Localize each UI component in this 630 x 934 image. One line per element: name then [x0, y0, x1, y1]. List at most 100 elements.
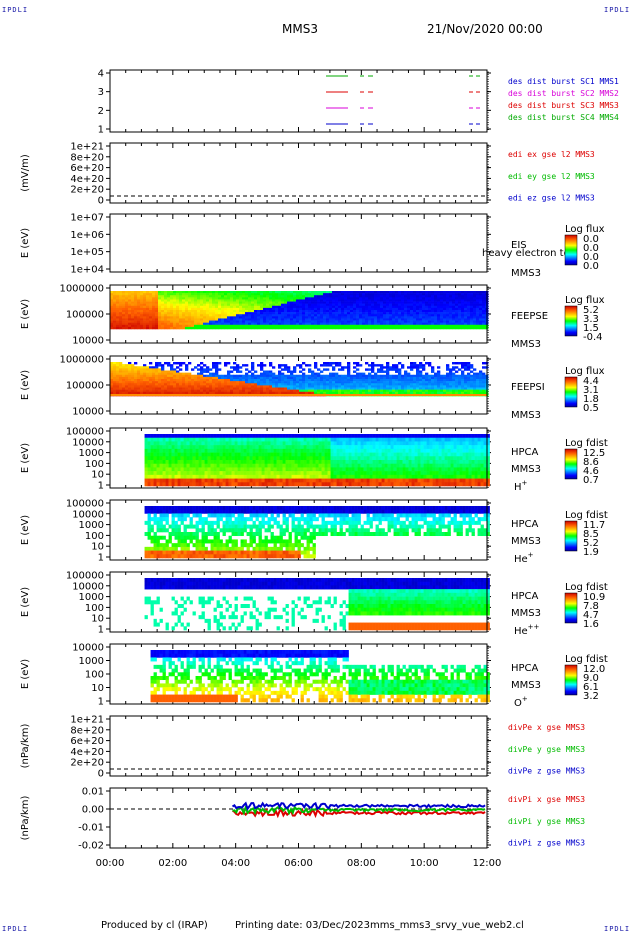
spectrogram-cell [116, 303, 120, 307]
spectrogram-cell [233, 314, 237, 317]
spectrogram-cell [329, 316, 333, 319]
spectrogram-cell [266, 387, 270, 390]
spectrogram-cell [437, 314, 441, 317]
spectrogram-cell [437, 389, 441, 393]
spectrogram-cell [207, 441, 211, 446]
spectrogram-cell [413, 391, 417, 395]
spectrogram-cell [284, 379, 288, 382]
spectrogram-cell [476, 326, 480, 330]
spectrogram-cell [260, 387, 264, 390]
spectrogram-cell [240, 445, 244, 450]
spectrogram-cell [219, 460, 223, 465]
spectrogram-cell [167, 295, 171, 298]
spectrogram-cell [245, 381, 249, 384]
spectrogram-cell [150, 434, 154, 439]
spectrogram-cell [392, 322, 396, 326]
spectrogram-cell [143, 372, 147, 376]
spectrogram-cell [185, 310, 189, 313]
spectrogram-cell [194, 316, 198, 319]
spectrogram-cell [287, 368, 291, 371]
spectrogram-cell [413, 295, 417, 298]
spectrogram-cell [434, 322, 438, 326]
spectrogram-cell [155, 316, 159, 319]
spectrogram-cell [296, 291, 300, 294]
spectrogram-cell [200, 374, 204, 378]
spectrogram-cell [203, 387, 207, 390]
spectrogram-cell [191, 310, 195, 313]
spectrogram-cell [221, 324, 225, 328]
spectrogram-cell [239, 312, 243, 315]
spectrogram-cell [311, 322, 315, 326]
spectrogram-cell [150, 463, 154, 468]
spectrogram-cell [183, 460, 187, 465]
spectrogram-cell [182, 310, 186, 313]
spectrogram-cell [446, 385, 450, 388]
spectrogram-cell [362, 391, 366, 395]
spectrogram-cell [422, 320, 426, 323]
spectrogram-cell [191, 324, 195, 328]
spectrogram-cell [168, 437, 172, 442]
legend-entry: des dist burst SC3 MMS3 [508, 101, 619, 110]
spectrogram-cell [263, 379, 267, 382]
spectrogram-cell [275, 383, 279, 386]
spectrogram-cell [473, 376, 477, 380]
spectrogram-cell [242, 391, 246, 395]
spectrogram-cell [302, 314, 306, 317]
spectrogram-cell [230, 299, 234, 302]
spectrogram-cell [194, 307, 198, 311]
spectrogram-cell [149, 322, 153, 326]
spectrogram-cell [290, 381, 294, 384]
spectrogram-cell [245, 305, 249, 309]
spectrogram-cell [110, 322, 114, 326]
y-tick-label: 1000 [79, 448, 104, 459]
spectrogram-cell [320, 312, 324, 315]
spectrogram-cell [215, 376, 219, 380]
spectrogram-cell [314, 312, 318, 315]
spectrogram-cell [153, 482, 157, 487]
spectrogram-cell [278, 387, 282, 390]
spectrogram-cell [216, 437, 220, 442]
spectrogram-cell [191, 368, 195, 371]
spectrogram-cell [398, 387, 402, 390]
spectrogram-cell [317, 299, 321, 302]
spectrogram-cell [365, 316, 369, 319]
spectrogram-cell [407, 322, 411, 326]
spectrogram-cell [116, 374, 120, 378]
spectrogram-cell [347, 293, 351, 296]
spectrogram-cell [461, 295, 465, 298]
spectrogram-cell [239, 307, 243, 311]
spectrogram-cell [323, 291, 327, 294]
spectrogram-cell [191, 322, 195, 326]
spectrogram-cell [149, 381, 153, 384]
spectrogram-cell [164, 291, 168, 294]
spectrogram-cell [113, 389, 117, 393]
spectrogram-cell [386, 374, 390, 378]
spectrogram-cell [278, 366, 282, 369]
spectrogram-cell [233, 379, 237, 382]
spectrogram-cell [356, 295, 360, 298]
spectrogram-cell [134, 387, 138, 390]
spectrogram-cell [192, 445, 196, 450]
spectrogram-cell [428, 295, 432, 298]
spectrogram-cell [413, 374, 417, 378]
spectrogram-cell [392, 299, 396, 302]
spectrogram-cell [251, 376, 255, 380]
spectrogram-cell [419, 320, 423, 323]
spectrogram-cell [374, 301, 378, 304]
spectrogram-cell [242, 379, 246, 382]
spectrogram-cell [149, 320, 153, 323]
spectrogram-cell [269, 372, 273, 376]
spectrogram-cell [386, 370, 390, 373]
spectrogram-cell [317, 368, 321, 371]
spectrogram-cell [156, 460, 160, 465]
spectrogram-cell [476, 379, 480, 382]
spectrogram-cell [395, 324, 399, 328]
spectrogram-cell [404, 318, 408, 321]
spectrogram-cell [359, 295, 363, 298]
spectrogram-cell [201, 434, 205, 439]
spectrogram-cell [269, 307, 273, 311]
spectrogram-cell [263, 374, 267, 378]
spectrogram-cell [221, 299, 225, 302]
spectrogram-cell [236, 391, 240, 395]
spectrogram-cell [200, 385, 204, 388]
